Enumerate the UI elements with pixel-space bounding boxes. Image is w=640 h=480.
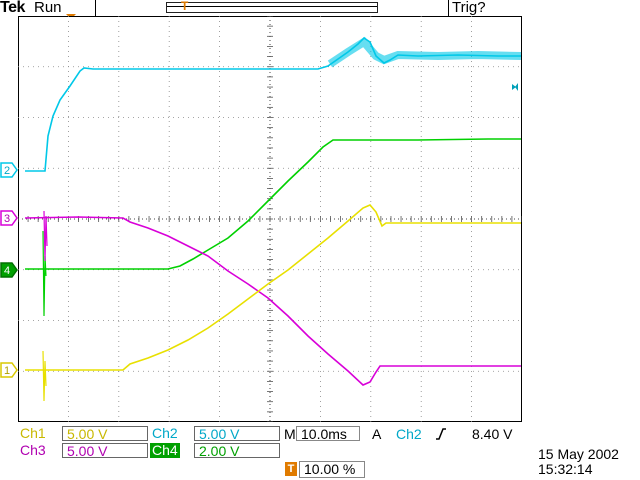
svg-text:4: 4	[4, 265, 10, 277]
timebase-value[interactable]: 10.0ms	[296, 426, 360, 442]
ch1-label: Ch1	[20, 425, 46, 441]
top-status-bar: Tek Run T Trig?	[0, 0, 640, 20]
ch1-waveform	[25, 204, 521, 371]
ch4-waveform	[25, 138, 521, 270]
time: 15:32:14	[538, 461, 593, 477]
record-window-indicator[interactable]	[166, 2, 378, 13]
ch2-label: Ch2	[152, 425, 178, 441]
ch2-ground-marker[interactable]: 2	[0, 162, 18, 178]
svg-text:1: 1	[4, 365, 10, 377]
ch4-ground-marker[interactable]: 4	[0, 262, 18, 278]
ch3-label: Ch3	[20, 442, 46, 458]
timebase-prefix: M	[284, 426, 296, 442]
trigger-source[interactable]: Ch2	[396, 426, 422, 442]
ch2-noise-band	[327, 36, 522, 68]
waveform-display	[18, 16, 522, 422]
trigger-status: Trig?	[452, 0, 486, 16]
ch1-scale[interactable]: 5.00 V	[62, 426, 148, 442]
ch3-scale[interactable]: 5.00 V	[62, 443, 148, 459]
trigger-position-value[interactable]: 10.00 %	[299, 461, 365, 478]
graticule-grid	[18, 16, 522, 422]
trigger-level-arrow	[515, 83, 518, 91]
acquisition-state: Run	[34, 0, 62, 16]
status-divider-2	[448, 0, 449, 17]
ch4-spike	[42, 230, 47, 317]
ch3-spike	[43, 210, 48, 262]
trigger-position-icon: T	[285, 462, 297, 476]
ch3-waveform	[24, 216, 521, 386]
record-trigger-marker: T	[181, 0, 189, 13]
trigger-level-icon	[512, 84, 516, 90]
ch2-scale[interactable]: 5.00 V	[194, 426, 280, 442]
ch4-label: Ch4	[150, 442, 180, 458]
ch3-ground-marker[interactable]: 3	[0, 210, 18, 226]
brand-logo: Tek	[0, 0, 25, 16]
ch1-spike	[42, 350, 47, 402]
svg-text:2: 2	[4, 165, 10, 177]
trigger-mode-prefix: A	[372, 426, 382, 442]
rising-edge-icon	[436, 428, 446, 440]
status-divider	[95, 0, 96, 17]
ch1-ground-marker[interactable]: 1	[0, 362, 18, 378]
record-length-line	[166, 6, 378, 7]
svg-text:3: 3	[4, 213, 10, 225]
ch4-scale[interactable]: 2.00 V	[194, 443, 280, 459]
trigger-level[interactable]: 8.40 V	[472, 426, 513, 442]
date: 15 May 2002	[538, 446, 619, 462]
